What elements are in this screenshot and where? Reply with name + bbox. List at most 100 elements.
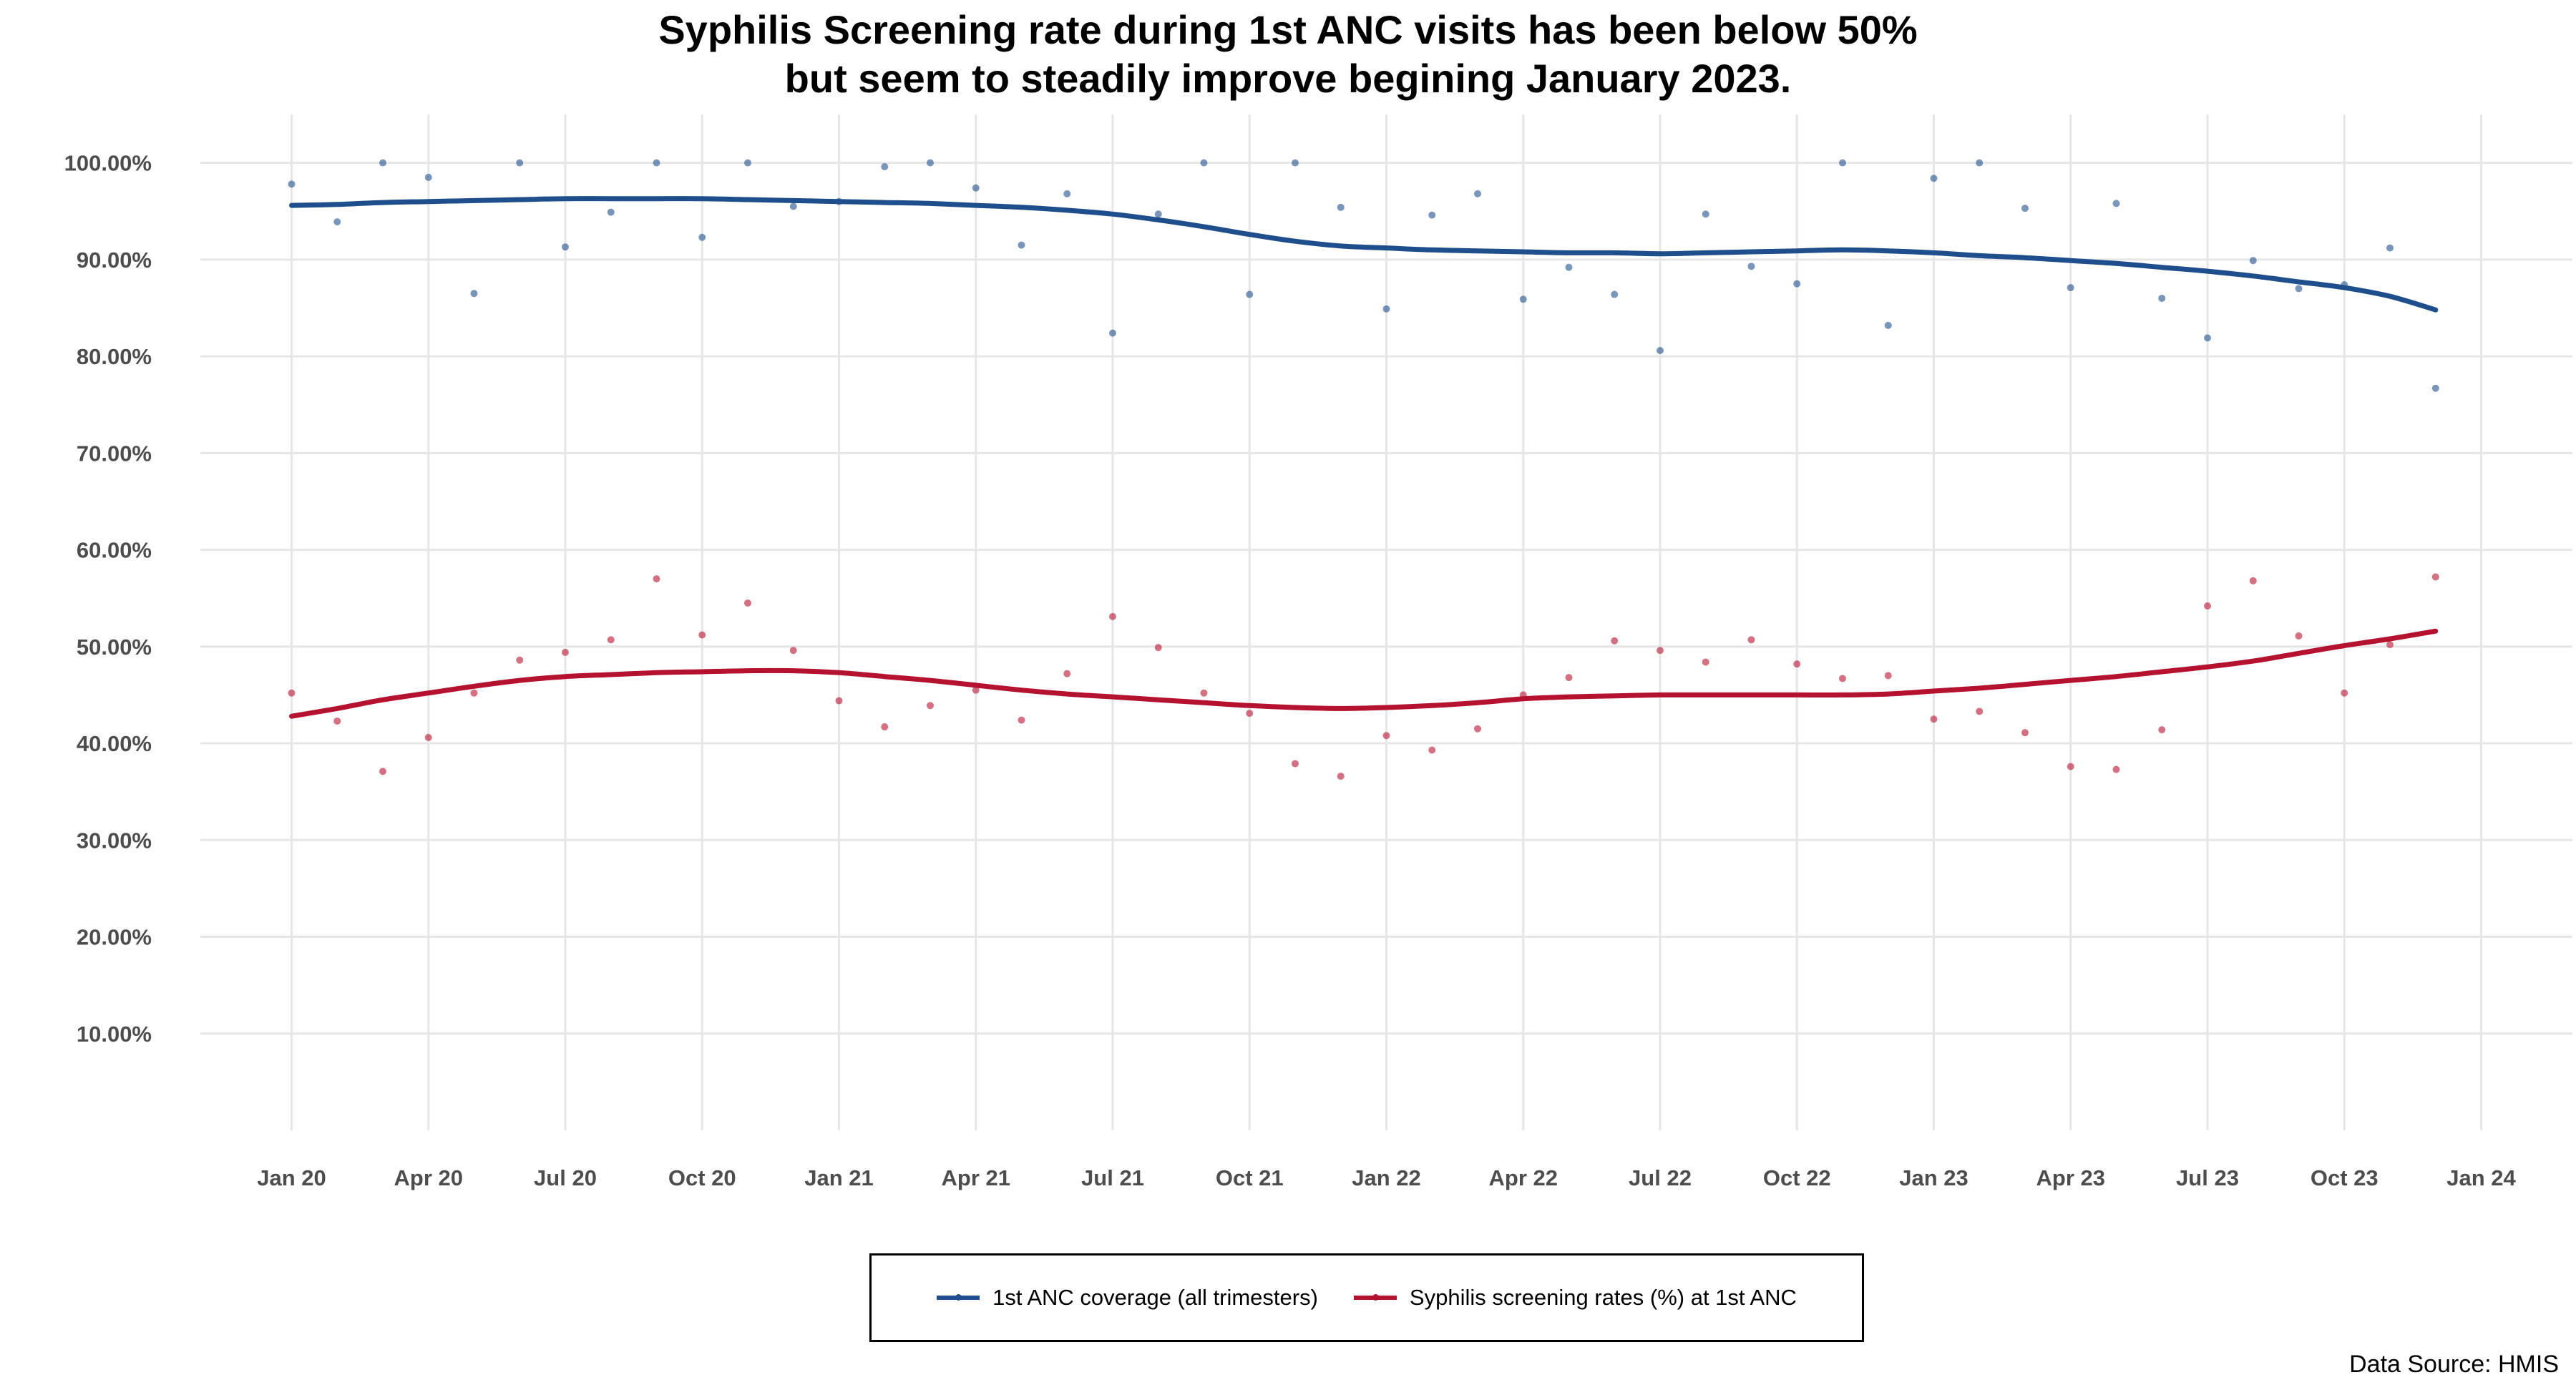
data-point-series-0 (516, 159, 524, 167)
data-point-series-0 (333, 218, 341, 226)
y-tick-label: 90.00% (77, 248, 152, 273)
data-point-series-0 (2341, 281, 2348, 289)
data-point-series-1 (1018, 716, 1025, 724)
data-point-series-0 (744, 159, 751, 167)
y-tick-label: 40.00% (77, 731, 152, 756)
data-point-series-0 (1930, 175, 1938, 182)
data-point-series-0 (1884, 321, 1892, 329)
data-point-series-1 (927, 702, 934, 710)
legend-key-coverage (937, 1294, 980, 1301)
data-point-series-1 (835, 697, 843, 705)
data-point-series-0 (424, 173, 432, 181)
data-point-series-1 (1382, 732, 1390, 740)
data-point-series-0 (2067, 284, 2074, 292)
data-point-series-0 (1702, 210, 1709, 218)
data-point-series-0 (1292, 159, 1299, 167)
data-point-series-1 (1611, 637, 1619, 645)
data-point-series-1 (789, 647, 797, 655)
x-axis-ticks: Jan 20 Apr 20 Jul 20 Oct 20 Jan 21 Apr 21 Jul … (257, 1165, 2516, 1190)
data-point-series-0 (881, 163, 889, 171)
data-point-series-1 (1109, 612, 1116, 620)
data-point-series-1 (1337, 773, 1345, 780)
data-point-series-1 (2112, 765, 2120, 773)
data-point-series-0 (2295, 285, 2303, 293)
x-tick-label: Jul 21 (1081, 1165, 1144, 1190)
x-tick-label: Oct 22 (1763, 1165, 1831, 1190)
data-point-series-0 (1109, 329, 1116, 337)
data-point-series-0 (1747, 263, 1755, 270)
data-point-series-0 (835, 197, 843, 205)
data-point-series-0 (2386, 244, 2394, 252)
data-point-series-1 (2021, 729, 2029, 737)
data-point-series-1 (1657, 647, 1664, 655)
data-point-series-0 (1063, 190, 1071, 197)
data-point-series-1 (2431, 573, 2439, 581)
legend: 1st ANC coverage (all trimesters) Syphil… (869, 1253, 1864, 1342)
y-tick-label: 60.00% (77, 538, 152, 563)
legend-entry-syphilis: Syphilis screening rates (%) at 1st ANC (1353, 1285, 1797, 1311)
trend-lines (289, 196, 2439, 719)
legend-label-coverage: 1st ANC coverage (all trimesters) (992, 1285, 1318, 1310)
data-point-series-1 (333, 717, 341, 725)
data-point-series-1 (698, 631, 706, 639)
data-point-series-1 (1428, 746, 1436, 754)
data-point-series-0 (2431, 384, 2439, 392)
data-point-series-0 (1839, 159, 1846, 167)
data-point-series-0 (1565, 263, 1573, 271)
data-point-series-1 (2341, 689, 2348, 697)
data-point-series-0 (2204, 334, 2211, 342)
data-point-series-0 (1154, 210, 1162, 218)
data-point-series-1 (562, 648, 569, 656)
data-point-series-1 (379, 768, 386, 775)
data-source: Data Source: HMIS (2349, 1351, 2559, 1378)
data-point-series-1 (881, 723, 889, 731)
data-point-series-0 (470, 290, 478, 298)
data-point-series-0 (1474, 190, 1481, 197)
data-point-series-0 (1382, 305, 1390, 313)
data-point-series-0 (1018, 241, 1025, 249)
data-point-series-0 (789, 202, 797, 210)
trend-line-series-1 (289, 628, 2439, 719)
data-point-series-1 (2386, 641, 2394, 649)
data-point-series-0 (1657, 346, 1664, 354)
x-tick-label: Jan 24 (2446, 1165, 2516, 1190)
data-point-series-0 (1519, 295, 1527, 303)
data-point-series-0 (653, 159, 660, 167)
data-point-series-1 (1747, 636, 1755, 644)
data-point-series-0 (1611, 290, 1619, 298)
y-axis-ticks: 10.00% 20.00% 30.00% 40.00% 50.00% 60.00% 70.0… (64, 151, 152, 1047)
y-tick-label: 10.00% (77, 1022, 152, 1047)
data-point-series-0 (1793, 280, 1801, 288)
data-point-series-1 (744, 599, 751, 607)
data-point-series-0 (698, 233, 706, 241)
data-point-series-1 (424, 733, 432, 741)
data-point-series-1 (1884, 672, 1892, 680)
x-tick-label: Jan 20 (257, 1165, 326, 1190)
chart-title-line-1: Syphilis Screening rate during 1st ANC v… (658, 7, 1918, 52)
data-point-series-1 (1063, 670, 1071, 677)
x-tick-label: Jul 23 (2176, 1165, 2239, 1190)
trend-line-series-0 (289, 196, 2439, 313)
legend-entry-coverage: 1st ANC coverage (all trimesters) (937, 1285, 1318, 1311)
data-point-series-0 (379, 159, 386, 167)
y-tick-label: 80.00% (77, 344, 152, 369)
y-tick-label: 30.00% (77, 828, 152, 853)
x-tick-label: Apr 22 (1489, 1165, 1558, 1190)
data-point-series-1 (1839, 675, 1846, 682)
data-point-series-0 (1976, 159, 1984, 167)
x-tick-label: Jan 21 (804, 1165, 874, 1190)
data-point-series-1 (1200, 689, 1208, 697)
data-point-series-1 (1702, 658, 1709, 666)
data-point-series-1 (2158, 726, 2166, 734)
data-point-series-1 (1154, 644, 1162, 652)
data-points (288, 159, 2439, 780)
data-point-series-1 (972, 686, 980, 694)
legend-key-syphilis (1353, 1294, 1397, 1301)
data-point-series-1 (288, 689, 296, 697)
data-point-series-0 (2158, 294, 2166, 302)
x-tick-label: Oct 20 (668, 1165, 736, 1190)
data-point-series-1 (653, 575, 660, 583)
data-point-series-0 (927, 159, 934, 167)
x-tick-label: Apr 20 (394, 1165, 463, 1190)
